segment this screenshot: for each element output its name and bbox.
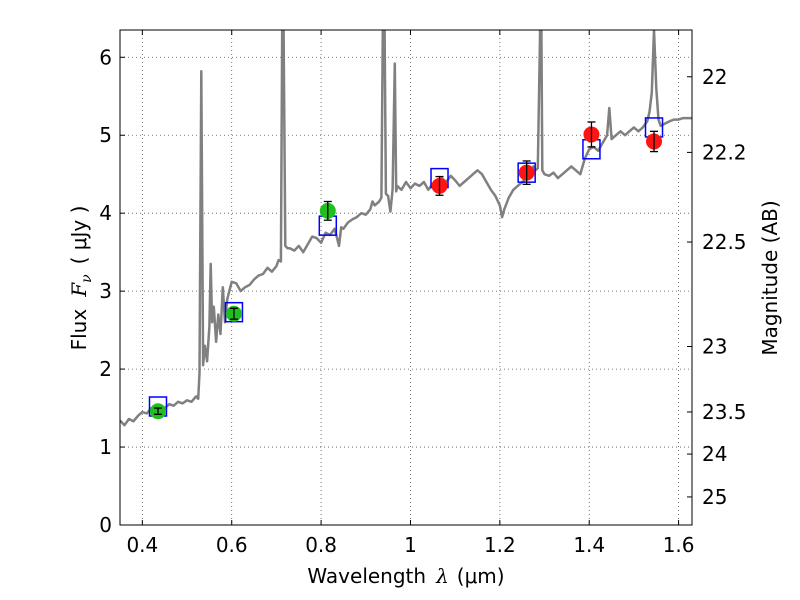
magnitude-tick-label: 24 [702,442,727,466]
magnitude-tick-label: 22 [702,65,727,89]
spectrum-line [120,30,692,427]
x-tick-label: 0.4 [126,533,158,557]
magnitude-tick-label: 23 [702,334,727,358]
y-axis-label-subscript: ν [79,274,95,283]
y-tick-label: 1 [99,435,112,459]
magnitude-tick-label: 22.5 [702,230,747,254]
x-tick-label: 0.8 [305,533,337,557]
y-tick-label: 2 [99,357,112,381]
magnitude-axis-label: Magnitude (AB) [758,200,782,355]
magnitude-tick-label: 23.5 [702,400,747,424]
y-tick-label: 6 [99,45,112,69]
x-axis-label-prefix: Wavelength [307,564,426,588]
y-tick-label: 5 [99,123,112,147]
y-axis-label-prefix: Flux [67,309,91,351]
x-tick-label: 1 [404,533,417,557]
y-tick-label: 0 [99,513,112,537]
y-axis-label: Flux Fν ( μJy ) [67,206,95,351]
x-axis-label-symbol: λ [435,564,449,588]
ticks: 0.4 0.6 0.8 1 1.2 1.4 1.601234562222.222.52323… [99,30,747,557]
x-tick-label: 1.2 [484,533,516,557]
magnitude-tick-label: 25 [702,485,727,509]
y-axis-label-symbol: F [67,282,91,298]
y-tick-label: 3 [99,279,112,303]
x-tick-label: 1.4 [573,533,605,557]
x-axis-label: Wavelength λ (μm) [307,564,504,588]
magnitude-tick-label: 22.2 [702,140,747,164]
grid [120,30,692,525]
x-axis-label-unit: (μm) [457,564,505,588]
data-layer [120,30,692,427]
x-tick-label: 0.6 [216,533,248,557]
plot-frame [119,29,693,526]
y-axis-label-unit: ( μJy ) [67,206,91,265]
x-tick-label: 1.6 [663,533,695,557]
y-tick-label: 4 [99,201,112,225]
